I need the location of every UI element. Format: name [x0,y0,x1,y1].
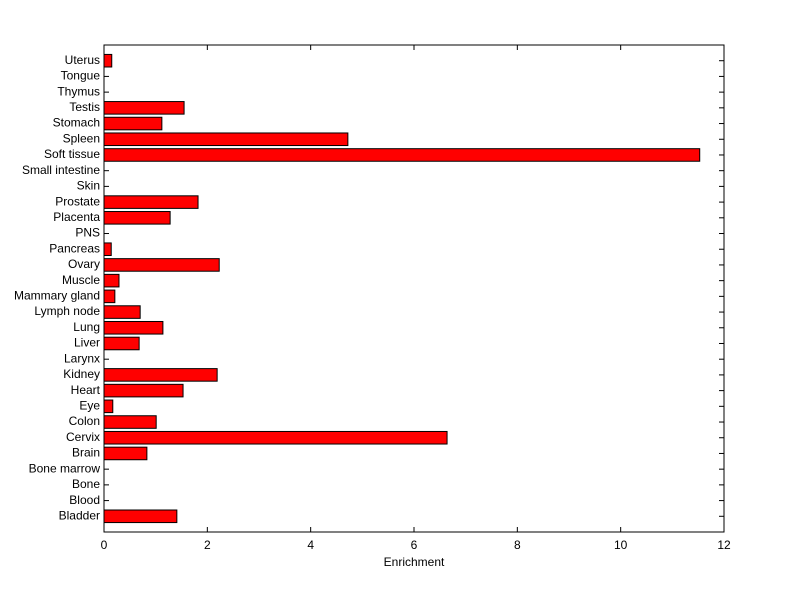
y-tick-label: Mammary gland [14,289,100,303]
y-tick-label: Bone [72,477,100,491]
y-tick-label: Soft tissue [44,147,100,161]
y-tick-label: Larynx [64,351,100,365]
x-tick-label: 2 [204,538,211,552]
y-tick-label: Eye [79,398,100,412]
y-tick-label: Kidney [63,367,100,381]
y-tick-label: Lung [73,320,100,334]
x-tick-label: 4 [307,538,314,552]
bar [103,399,114,414]
y-tick-label: Liver [74,336,100,350]
bar [103,116,163,131]
y-tick-label: Bone marrow [29,461,101,475]
y-tick-label: Spleen [63,131,100,145]
y-tick-label: Testis [69,100,100,114]
y-tick-label: Skin [77,179,100,193]
y-tick-label: PNS [75,226,100,240]
bar [103,242,112,257]
y-tick-label: Placenta [53,210,100,224]
y-tick-label: Tongue [61,69,101,83]
bar [103,132,349,147]
y-tick-label: Thymus [57,84,100,98]
bar [103,509,178,524]
bar [103,258,220,272]
bar [103,53,113,68]
x-tick-label: 12 [717,538,731,552]
y-tick-label: Blood [69,493,100,507]
bar [103,320,164,335]
y-tick-label: Pancreas [49,241,100,255]
bar [103,383,184,398]
bar [103,415,157,429]
bar [103,273,120,288]
plot-frame [103,44,725,533]
y-tick-label: Ovary [68,257,100,271]
bar [103,148,701,162]
y-tick-label: Lymph node [34,304,100,318]
bar [103,368,218,382]
y-tick-label: Stomach [53,116,100,130]
bar [103,195,199,209]
y-tick-label: Small intestine [22,163,100,177]
bar [103,430,448,445]
bar [103,336,140,351]
y-tick-label: Brain [72,446,100,460]
y-tick-label: Colon [69,414,100,428]
bar [103,446,148,461]
bar [103,305,141,319]
x-tick-label: 10 [614,538,628,552]
y-tick-label: Muscle [62,273,100,287]
x-axis-label: Enrichment [384,555,445,569]
bar [103,289,116,304]
y-tick-label: Bladder [59,508,100,522]
x-tick-label: 0 [101,538,108,552]
x-tick-label: 8 [514,538,521,552]
y-tick-label: Heart [71,383,101,397]
y-tick-label: Prostate [55,194,100,208]
bar [103,101,185,115]
x-tick-label: 6 [411,538,418,552]
bar [103,211,171,225]
y-tick-label: Cervix [66,430,100,444]
y-tick-label: Uterus [65,53,100,67]
